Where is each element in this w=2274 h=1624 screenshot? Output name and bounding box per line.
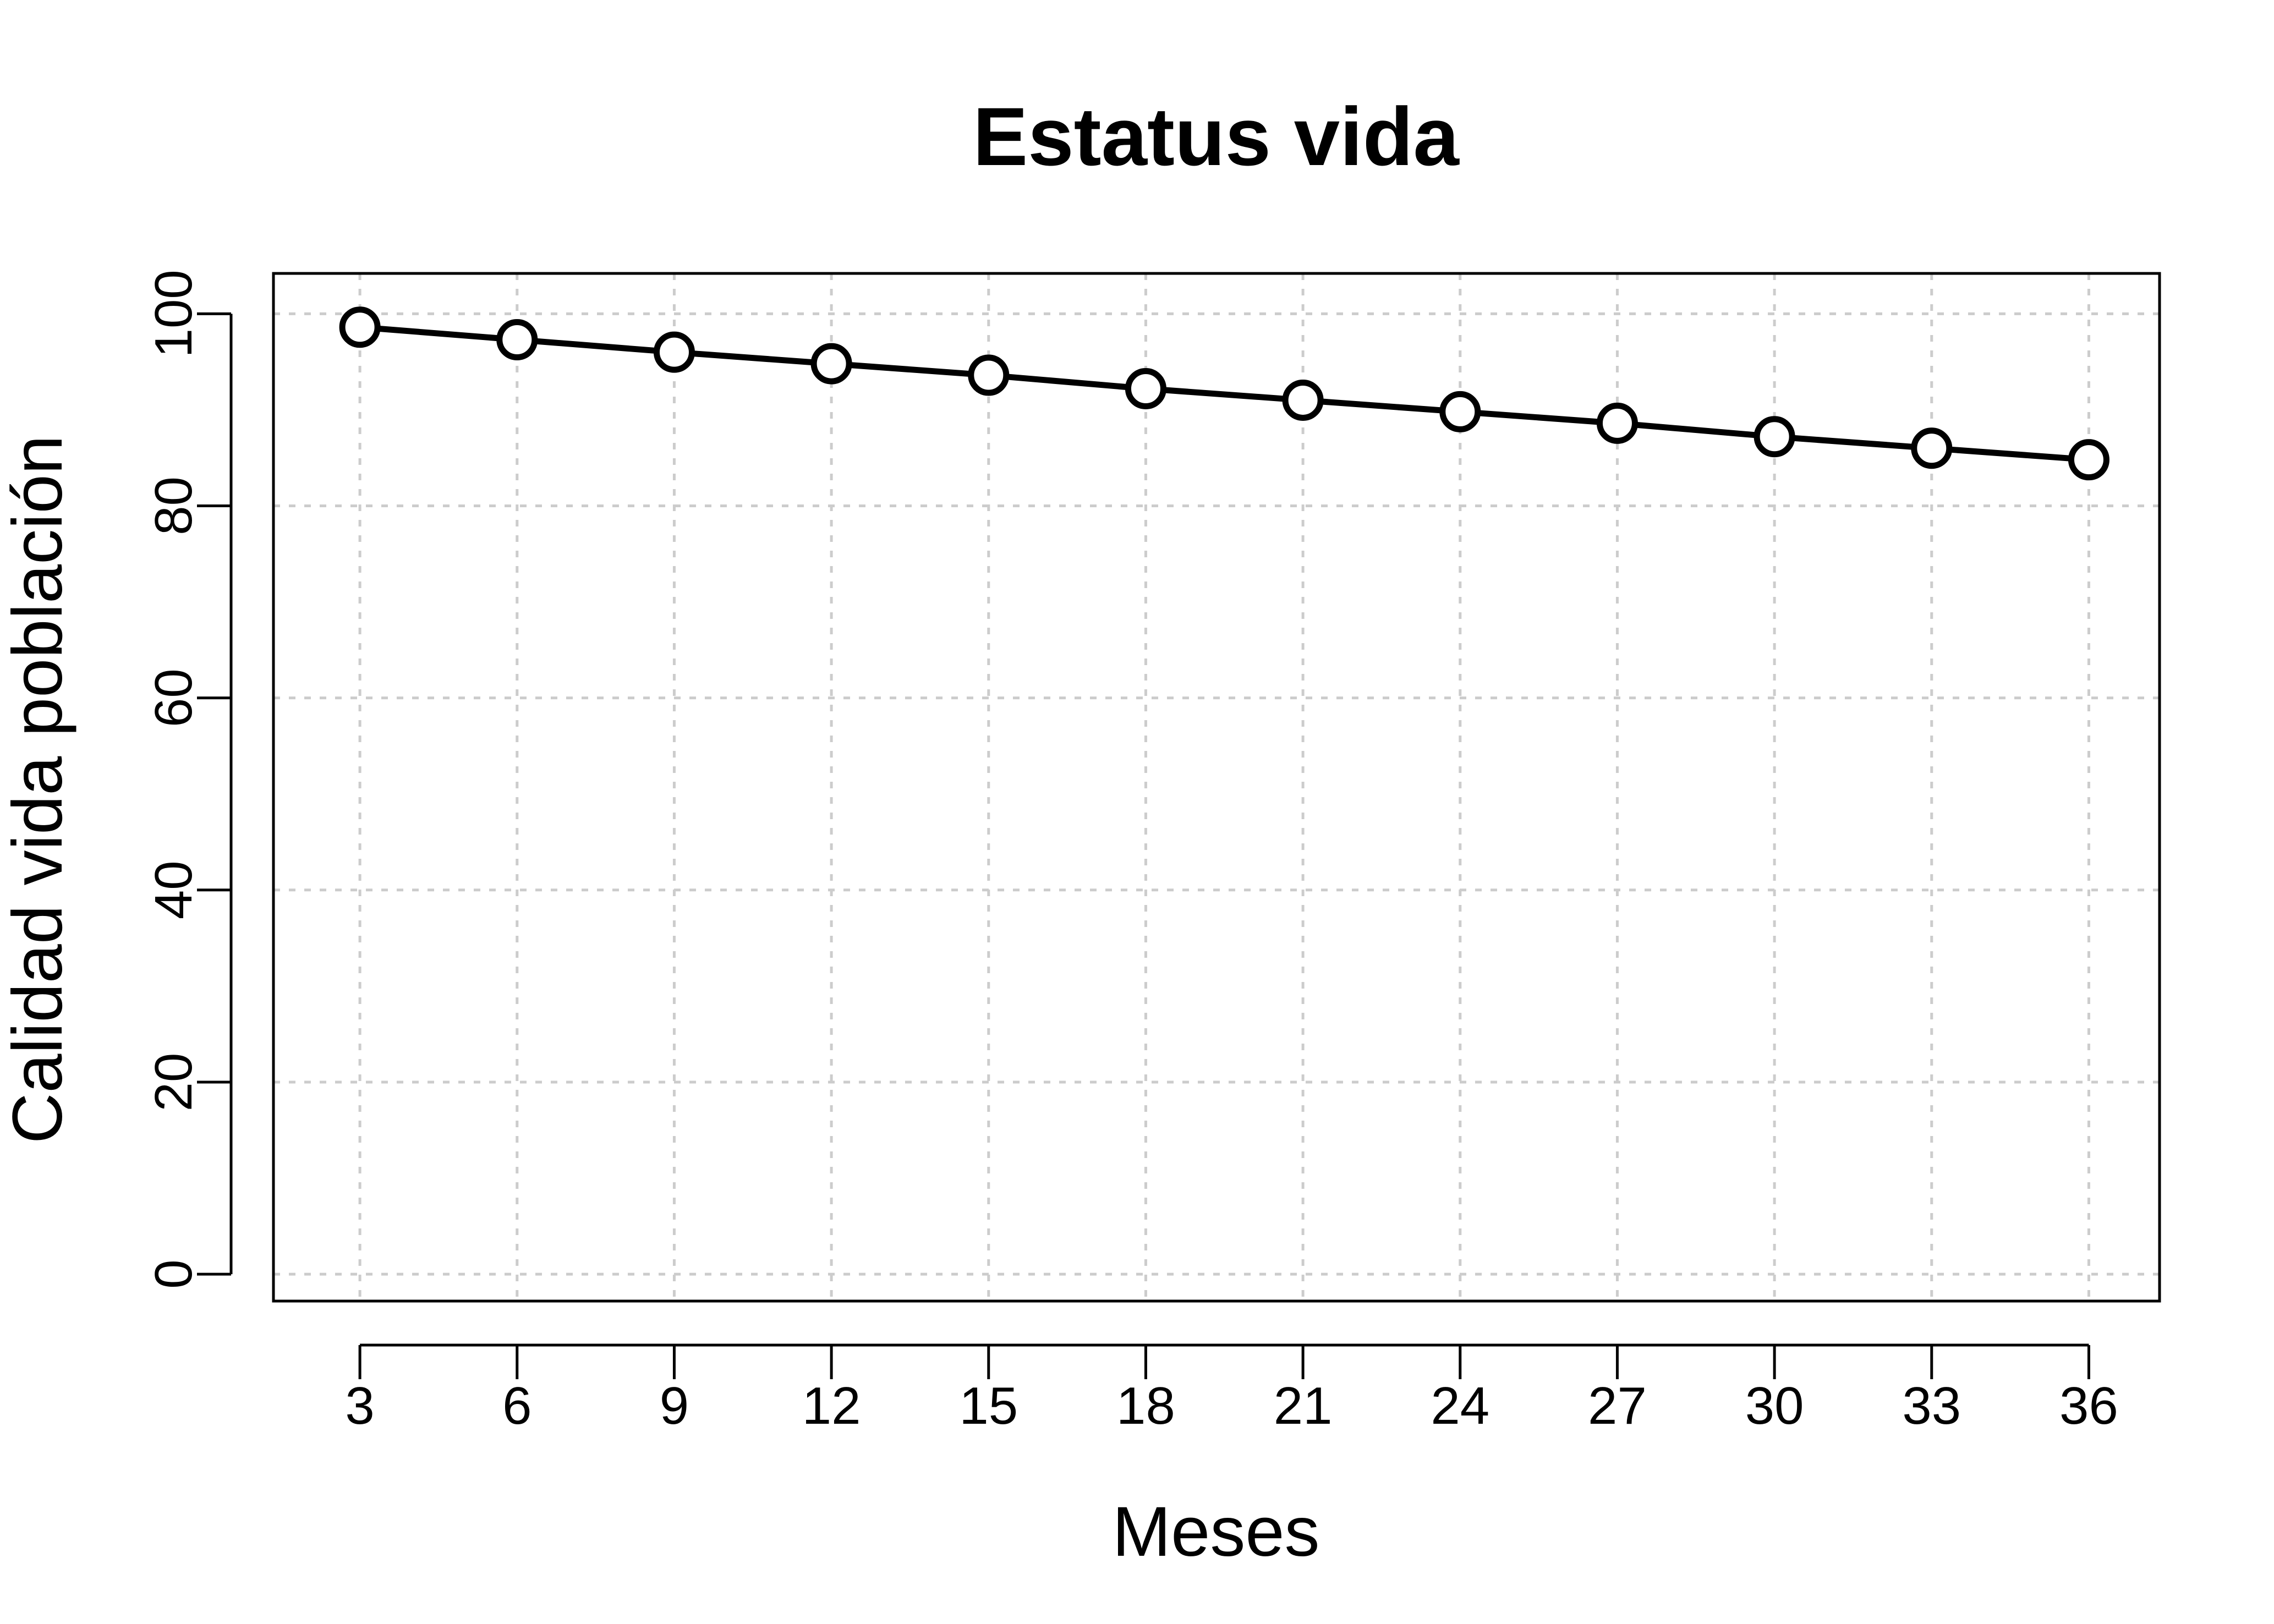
data-point: [2068, 439, 2109, 481]
data-point: [1439, 391, 1481, 432]
y-tick-label: 20: [144, 1053, 203, 1112]
x-tick-label: 3: [345, 1376, 374, 1435]
data-point: [810, 343, 852, 385]
data-point: [339, 306, 381, 348]
y-tick-label: 60: [144, 668, 203, 727]
grid-lines: [273, 273, 2160, 1301]
x-axis: 3 6 9 12 15 18 21 24 27 30 33 36: [345, 1343, 2118, 1435]
x-tick-label: 21: [1274, 1376, 1333, 1435]
x-axis-label: Meses: [1113, 1493, 1320, 1571]
chart-title: Estatus vida: [973, 90, 1460, 183]
x-tick-label: 33: [1902, 1376, 1961, 1435]
x-tick-label: 30: [1745, 1376, 1804, 1435]
x-tick-label: 15: [959, 1376, 1018, 1435]
series: [339, 306, 2109, 481]
data-point: [1125, 367, 1166, 409]
x-tick-label: 36: [2059, 1376, 2118, 1435]
x-tick-label: 27: [1588, 1376, 1647, 1435]
y-tick-label: 40: [144, 860, 203, 919]
data-point: [1754, 416, 1795, 458]
y-tick-label: 0: [144, 1259, 203, 1288]
plot-frame: [272, 272, 2161, 1303]
data-point: [1911, 427, 1953, 469]
x-tick-label: 6: [502, 1376, 531, 1435]
data-point: [1282, 379, 1324, 421]
y-tick-label: 100: [144, 270, 203, 358]
x-tick-label: 12: [802, 1376, 861, 1435]
x-tick-label: 9: [660, 1376, 689, 1435]
x-tick-label: 24: [1431, 1376, 1489, 1435]
data-point: [1596, 402, 1638, 444]
y-axis: 0 20 40 60 80 100: [144, 270, 233, 1289]
data-point: [653, 331, 695, 373]
series-line: [359, 324, 2089, 463]
data-point: [968, 354, 1010, 396]
data-point: [496, 319, 538, 360]
y-tick-label: 80: [144, 476, 203, 535]
y-axis-label: Calidad vida población: [0, 435, 77, 1144]
x-tick-label: 18: [1116, 1376, 1175, 1435]
